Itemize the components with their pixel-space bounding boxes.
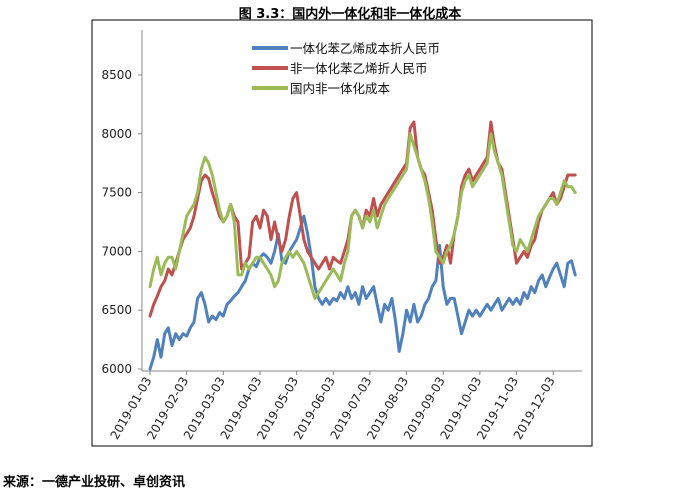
chart-series-layer <box>148 120 577 371</box>
y-tick-label: 6500 <box>101 303 132 317</box>
legend-label-2: 非一体化苯乙烯折人民币 <box>290 61 428 76</box>
y-tick-label: 7500 <box>101 186 132 200</box>
legend-label-3: 国内非一体化成本 <box>290 81 391 96</box>
y-tick-label: 8000 <box>101 127 132 141</box>
source-note: 来源：一德产业投研、卓创资讯 <box>3 475 186 490</box>
y-tick-label: 8500 <box>101 68 132 82</box>
y-tick-label: 6000 <box>101 362 132 376</box>
series-line-3 <box>148 132 577 300</box>
figure-title: 图 3.3：国内外一体化和非一体化成本 <box>238 7 462 22</box>
chart-frame <box>91 19 593 447</box>
series-line-1 <box>148 214 577 371</box>
legend-label-1: 一体化苯乙烯成本折人民币 <box>290 41 440 56</box>
y-tick-label: 7000 <box>101 244 132 258</box>
